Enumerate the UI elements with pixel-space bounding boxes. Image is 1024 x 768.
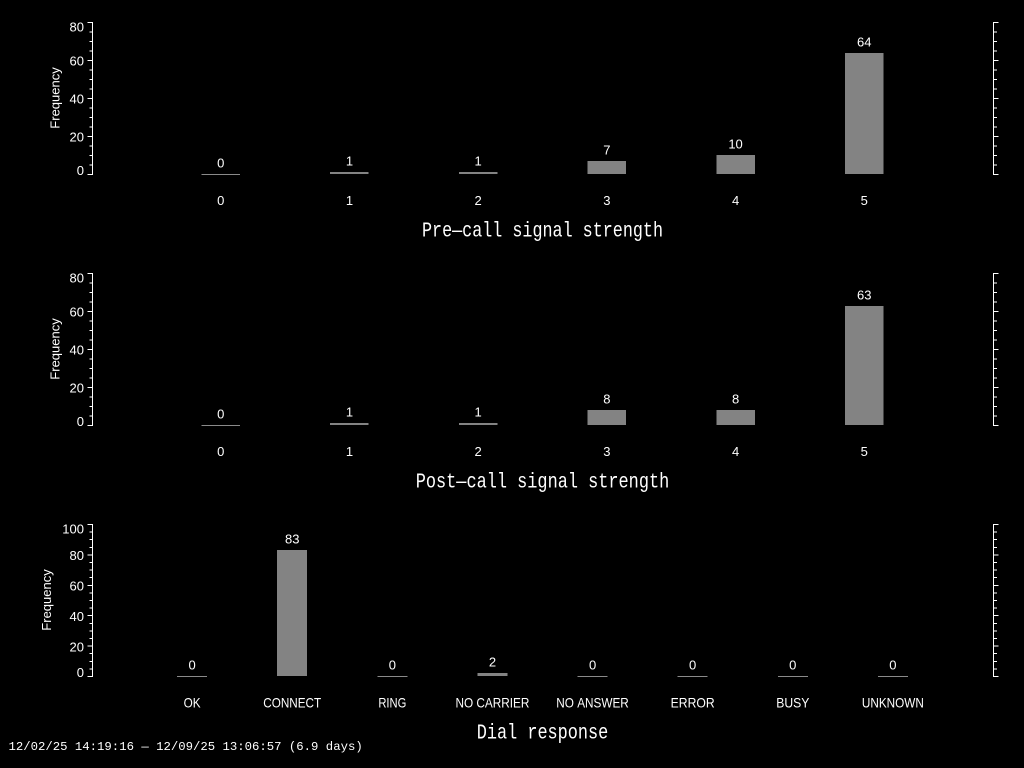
svg-text:100: 100 xyxy=(62,522,84,537)
svg-text:3: 3 xyxy=(603,193,610,208)
svg-text:80: 80 xyxy=(70,548,84,563)
svg-text:60: 60 xyxy=(70,54,84,69)
svg-text:1: 1 xyxy=(475,154,482,169)
svg-text:20: 20 xyxy=(70,639,84,654)
svg-text:1: 1 xyxy=(346,405,353,420)
svg-text:Frequency: Frequency xyxy=(39,569,54,631)
svg-text:1: 1 xyxy=(346,154,353,169)
svg-text:0: 0 xyxy=(889,658,896,673)
svg-text:60: 60 xyxy=(70,579,84,594)
svg-text:1: 1 xyxy=(346,193,353,208)
svg-text:0: 0 xyxy=(188,658,195,673)
svg-text:4: 4 xyxy=(732,444,739,459)
svg-text:Dial response: Dial response xyxy=(477,722,609,746)
svg-text:40: 40 xyxy=(70,92,84,107)
svg-text:2: 2 xyxy=(475,193,482,208)
svg-text:12/02/25 14:19:16 — 12/09/25 1: 12/02/25 14:19:16 — 12/09/25 13:06:57 (6… xyxy=(9,740,363,754)
svg-text:10: 10 xyxy=(728,137,742,152)
svg-text:0: 0 xyxy=(689,658,696,673)
svg-text:83: 83 xyxy=(285,531,299,546)
svg-text:1: 1 xyxy=(346,444,353,459)
svg-text:Frequency: Frequency xyxy=(48,318,63,380)
svg-text:3: 3 xyxy=(603,444,610,459)
svg-text:0: 0 xyxy=(217,193,224,208)
svg-text:0: 0 xyxy=(77,414,84,429)
svg-text:Frequency: Frequency xyxy=(48,67,63,129)
svg-text:0: 0 xyxy=(217,407,224,422)
svg-text:40: 40 xyxy=(70,343,84,358)
svg-text:2: 2 xyxy=(475,444,482,459)
svg-text:RING: RING xyxy=(378,696,406,711)
svg-text:0: 0 xyxy=(789,658,796,673)
svg-text:ERROR: ERROR xyxy=(671,696,715,711)
svg-text:20: 20 xyxy=(70,381,84,396)
svg-text:80: 80 xyxy=(70,20,84,35)
svg-text:2: 2 xyxy=(489,655,496,670)
svg-text:20: 20 xyxy=(70,130,84,145)
svg-text:8: 8 xyxy=(732,391,739,406)
svg-text:Post—call signal strength: Post—call signal strength xyxy=(416,471,670,495)
svg-text:64: 64 xyxy=(857,35,871,50)
svg-text:BUSY: BUSY xyxy=(776,696,809,711)
svg-text:0: 0 xyxy=(389,658,396,673)
svg-text:4: 4 xyxy=(732,193,739,208)
svg-text:0: 0 xyxy=(589,658,596,673)
svg-text:0: 0 xyxy=(217,156,224,171)
svg-text:NO ANSWER: NO ANSWER xyxy=(556,696,629,711)
svg-text:80: 80 xyxy=(70,271,84,286)
svg-text:63: 63 xyxy=(857,287,871,302)
svg-text:60: 60 xyxy=(70,305,84,320)
svg-text:40: 40 xyxy=(70,609,84,624)
svg-text:5: 5 xyxy=(861,193,868,208)
svg-text:0: 0 xyxy=(77,665,84,680)
svg-text:5: 5 xyxy=(861,444,868,459)
svg-text:0: 0 xyxy=(217,444,224,459)
svg-text:7: 7 xyxy=(603,142,610,157)
svg-text:OK: OK xyxy=(184,696,202,711)
svg-text:NO CARRIER: NO CARRIER xyxy=(455,696,529,711)
svg-text:CONNECT: CONNECT xyxy=(263,696,321,711)
svg-text:8: 8 xyxy=(603,391,610,406)
svg-text:UNKNOWN: UNKNOWN xyxy=(862,696,924,711)
svg-text:Pre—call signal strength: Pre—call signal strength xyxy=(422,220,663,244)
svg-text:1: 1 xyxy=(475,405,482,420)
svg-text:0: 0 xyxy=(77,163,84,178)
